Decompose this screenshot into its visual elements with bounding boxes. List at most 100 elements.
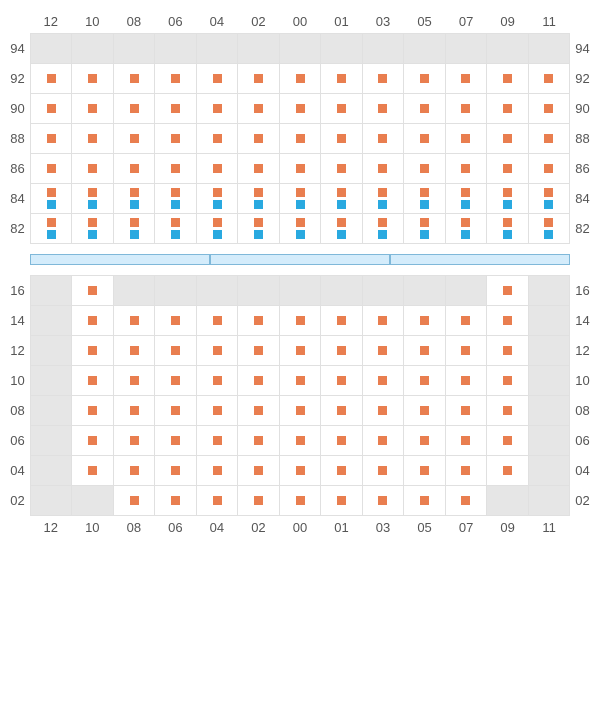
seat-cell[interactable] — [238, 124, 279, 154]
seat-cell[interactable] — [114, 456, 155, 486]
orange-marker[interactable] — [296, 346, 305, 355]
orange-marker[interactable] — [213, 466, 222, 475]
seat-cell[interactable] — [238, 456, 279, 486]
seat-cell[interactable] — [197, 64, 238, 94]
orange-marker[interactable] — [378, 104, 387, 113]
seat-cell[interactable] — [446, 456, 487, 486]
seat-cell[interactable] — [404, 124, 445, 154]
seat-cell[interactable] — [72, 396, 113, 426]
orange-marker[interactable] — [254, 316, 263, 325]
orange-marker[interactable] — [337, 466, 346, 475]
orange-marker[interactable] — [378, 406, 387, 415]
orange-marker[interactable] — [378, 188, 387, 197]
orange-marker[interactable] — [420, 406, 429, 415]
seat-cell[interactable] — [197, 486, 238, 516]
orange-marker[interactable] — [130, 406, 139, 415]
seat-cell[interactable] — [487, 306, 528, 336]
seat-cell[interactable] — [155, 336, 196, 366]
seat-cell[interactable] — [446, 154, 487, 184]
orange-marker[interactable] — [337, 188, 346, 197]
orange-marker[interactable] — [296, 164, 305, 173]
orange-marker[interactable] — [420, 436, 429, 445]
seat-cell[interactable] — [404, 154, 445, 184]
blue-marker[interactable] — [461, 200, 470, 209]
seat-cell[interactable] — [114, 214, 155, 244]
blue-marker[interactable] — [544, 230, 553, 239]
orange-marker[interactable] — [378, 466, 387, 475]
seat-cell[interactable] — [72, 184, 113, 214]
blue-marker[interactable] — [254, 230, 263, 239]
seat-cell[interactable] — [363, 396, 404, 426]
seat-cell[interactable] — [238, 64, 279, 94]
seat-cell[interactable] — [114, 154, 155, 184]
orange-marker[interactable] — [254, 104, 263, 113]
orange-marker[interactable] — [420, 188, 429, 197]
orange-marker[interactable] — [171, 406, 180, 415]
seat-cell[interactable] — [487, 124, 528, 154]
seat-cell[interactable] — [487, 94, 528, 124]
seat-cell[interactable] — [487, 214, 528, 244]
seat-cell[interactable] — [529, 64, 570, 94]
seat-cell[interactable] — [404, 486, 445, 516]
orange-marker[interactable] — [378, 134, 387, 143]
seat-cell[interactable] — [114, 486, 155, 516]
orange-marker[interactable] — [461, 74, 470, 83]
orange-marker[interactable] — [503, 164, 512, 173]
orange-marker[interactable] — [171, 346, 180, 355]
seat-cell[interactable] — [238, 366, 279, 396]
seat-cell[interactable] — [155, 396, 196, 426]
seat-cell[interactable] — [446, 366, 487, 396]
seat-cell[interactable] — [280, 366, 321, 396]
seat-cell[interactable] — [404, 214, 445, 244]
orange-marker[interactable] — [337, 436, 346, 445]
orange-marker[interactable] — [503, 376, 512, 385]
orange-marker[interactable] — [213, 104, 222, 113]
seat-cell[interactable] — [197, 184, 238, 214]
seat-cell[interactable] — [155, 184, 196, 214]
orange-marker[interactable] — [378, 74, 387, 83]
seat-cell[interactable] — [280, 64, 321, 94]
orange-marker[interactable] — [213, 134, 222, 143]
orange-marker[interactable] — [88, 316, 97, 325]
blue-marker[interactable] — [296, 200, 305, 209]
orange-marker[interactable] — [337, 134, 346, 143]
orange-marker[interactable] — [378, 436, 387, 445]
orange-marker[interactable] — [254, 134, 263, 143]
orange-marker[interactable] — [503, 286, 512, 295]
seat-cell[interactable] — [280, 154, 321, 184]
orange-marker[interactable] — [337, 164, 346, 173]
orange-marker[interactable] — [296, 104, 305, 113]
seat-cell[interactable] — [197, 336, 238, 366]
orange-marker[interactable] — [296, 74, 305, 83]
seat-cell[interactable] — [446, 336, 487, 366]
orange-marker[interactable] — [254, 466, 263, 475]
seat-cell[interactable] — [529, 184, 570, 214]
blue-marker[interactable] — [378, 200, 387, 209]
blue-marker[interactable] — [130, 200, 139, 209]
seat-cell[interactable] — [238, 306, 279, 336]
seat-cell[interactable] — [363, 306, 404, 336]
orange-marker[interactable] — [213, 316, 222, 325]
orange-marker[interactable] — [254, 406, 263, 415]
seat-cell[interactable] — [529, 94, 570, 124]
seat-cell[interactable] — [487, 396, 528, 426]
seat-cell[interactable] — [155, 306, 196, 336]
orange-marker[interactable] — [213, 164, 222, 173]
blue-marker[interactable] — [171, 200, 180, 209]
orange-marker[interactable] — [337, 104, 346, 113]
seat-cell[interactable] — [72, 64, 113, 94]
blue-marker[interactable] — [337, 230, 346, 239]
seat-cell[interactable] — [321, 366, 362, 396]
blue-marker[interactable] — [337, 200, 346, 209]
seat-cell[interactable] — [487, 336, 528, 366]
seat-cell[interactable] — [114, 94, 155, 124]
seat-cell[interactable] — [197, 124, 238, 154]
seat-cell[interactable] — [321, 336, 362, 366]
seat-cell[interactable] — [197, 456, 238, 486]
seat-cell[interactable] — [197, 94, 238, 124]
orange-marker[interactable] — [461, 466, 470, 475]
orange-marker[interactable] — [461, 376, 470, 385]
orange-marker[interactable] — [461, 218, 470, 227]
orange-marker[interactable] — [420, 218, 429, 227]
seat-cell[interactable] — [114, 306, 155, 336]
